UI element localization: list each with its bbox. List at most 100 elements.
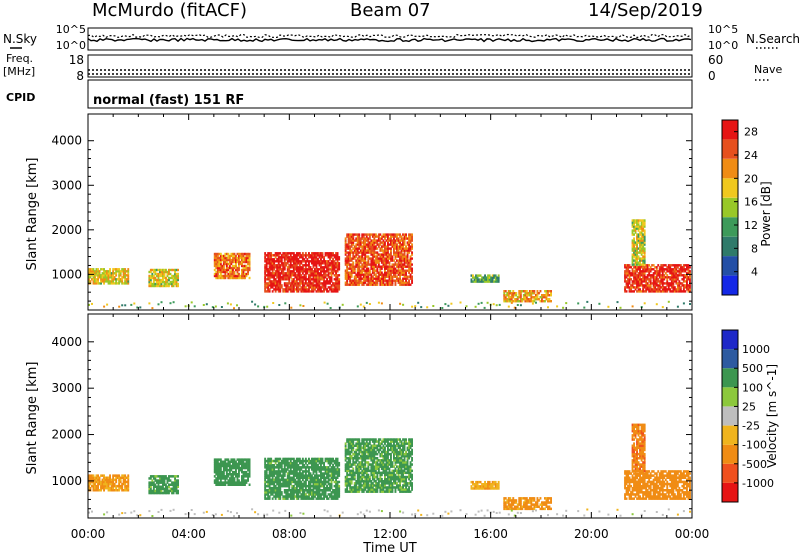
echo-cell bbox=[538, 298, 540, 301]
echo-cell bbox=[356, 233, 359, 236]
echo-cell bbox=[362, 245, 365, 248]
echo-cell bbox=[349, 237, 352, 240]
echo-cell bbox=[355, 277, 358, 280]
echo-cell bbox=[352, 473, 355, 477]
echo-cell bbox=[397, 247, 400, 250]
echo-cell bbox=[276, 254, 279, 257]
echo-cell bbox=[264, 459, 267, 463]
echo-cell bbox=[283, 480, 286, 484]
echo-cell bbox=[160, 475, 163, 478]
echo-cell bbox=[376, 271, 379, 274]
echo-cell bbox=[265, 466, 268, 469]
echo-cell bbox=[276, 466, 279, 469]
echo-cell bbox=[361, 269, 364, 272]
echo-cell bbox=[121, 489, 124, 492]
echo-cell bbox=[374, 245, 377, 248]
echo-cell bbox=[148, 485, 151, 488]
echo-cell bbox=[289, 274, 292, 277]
echo-cell bbox=[175, 274, 178, 278]
echo-cell bbox=[330, 272, 333, 275]
echo-cell bbox=[271, 276, 274, 279]
echo-cell bbox=[684, 270, 687, 273]
echo-cell bbox=[326, 466, 328, 469]
echo-cell bbox=[402, 239, 404, 242]
echo-cell bbox=[371, 267, 374, 270]
echo-cell bbox=[277, 268, 280, 271]
echo-cell bbox=[642, 290, 645, 293]
echo-cell bbox=[227, 483, 230, 486]
echo-cell bbox=[405, 255, 407, 258]
echo-cell bbox=[288, 276, 291, 279]
echo-cell bbox=[264, 286, 267, 289]
echo-cell bbox=[107, 482, 110, 486]
echo-cell bbox=[631, 263, 634, 266]
echo-cell bbox=[393, 263, 395, 266]
echo-cell bbox=[637, 233, 640, 236]
echo-cell bbox=[309, 272, 312, 275]
echo-cell bbox=[353, 484, 356, 487]
echo-cell bbox=[349, 461, 352, 464]
echo-cell bbox=[411, 233, 413, 236]
echo-cell bbox=[273, 282, 276, 285]
echo-cell bbox=[353, 471, 356, 475]
echo-cell bbox=[115, 478, 118, 482]
echo-cell bbox=[311, 284, 313, 287]
echo-cell bbox=[633, 223, 635, 226]
echo-cell bbox=[636, 233, 638, 236]
echo-cell bbox=[640, 239, 643, 242]
echo-cell bbox=[268, 476, 271, 479]
echo-cell bbox=[655, 270, 658, 273]
echo-cell bbox=[165, 485, 167, 488]
echo-cell bbox=[122, 268, 125, 271]
echo-cell bbox=[292, 256, 295, 259]
echo-cell bbox=[643, 249, 646, 252]
echo-cell bbox=[329, 495, 331, 498]
echo-cell bbox=[271, 282, 274, 285]
echo-cell bbox=[308, 474, 310, 477]
echo-cell bbox=[643, 278, 646, 281]
echo-cell bbox=[545, 298, 548, 301]
echo-cell bbox=[338, 486, 341, 490]
echo-cell bbox=[402, 259, 404, 262]
echo-cell bbox=[634, 272, 637, 275]
echo-cell bbox=[686, 278, 688, 281]
echo-cell bbox=[470, 278, 473, 281]
echo-cell bbox=[286, 472, 289, 475]
echo-cell bbox=[291, 478, 294, 482]
echo-cell bbox=[330, 290, 333, 293]
echo-cell bbox=[399, 275, 401, 278]
echo-cell bbox=[152, 270, 155, 274]
echo-cell bbox=[478, 274, 480, 277]
echo-cell bbox=[332, 262, 334, 265]
echo-cell bbox=[312, 274, 315, 277]
echo-cell bbox=[219, 483, 222, 486]
echo-cell bbox=[314, 258, 316, 261]
echo-cell bbox=[171, 489, 173, 493]
echo-cell bbox=[371, 257, 374, 260]
echo-cell bbox=[295, 474, 298, 477]
echo-cell bbox=[324, 457, 327, 461]
echo-cell bbox=[272, 302, 275, 304]
echo-cell bbox=[678, 284, 681, 287]
echo-cell bbox=[391, 265, 394, 268]
echo-cell bbox=[646, 278, 649, 281]
echo-cell bbox=[165, 483, 167, 486]
echo-cell bbox=[367, 261, 370, 264]
echo-cell bbox=[651, 274, 654, 277]
echo-cell bbox=[317, 270, 319, 273]
echo-cell bbox=[346, 450, 349, 454]
echo-cell bbox=[300, 474, 303, 477]
echo-cell bbox=[330, 278, 333, 281]
echo-cell bbox=[270, 482, 273, 486]
echo-cell bbox=[349, 263, 352, 266]
echo-cell bbox=[306, 264, 309, 267]
echo-cell bbox=[335, 276, 337, 279]
echo-cell bbox=[300, 270, 303, 273]
echo-cell bbox=[393, 279, 395, 282]
echo-cell bbox=[225, 481, 228, 484]
echo-cell bbox=[235, 260, 237, 264]
echo-cell bbox=[267, 252, 270, 255]
echo-cell bbox=[498, 303, 501, 306]
echo-cell bbox=[268, 288, 271, 291]
echo-cell bbox=[394, 269, 397, 272]
